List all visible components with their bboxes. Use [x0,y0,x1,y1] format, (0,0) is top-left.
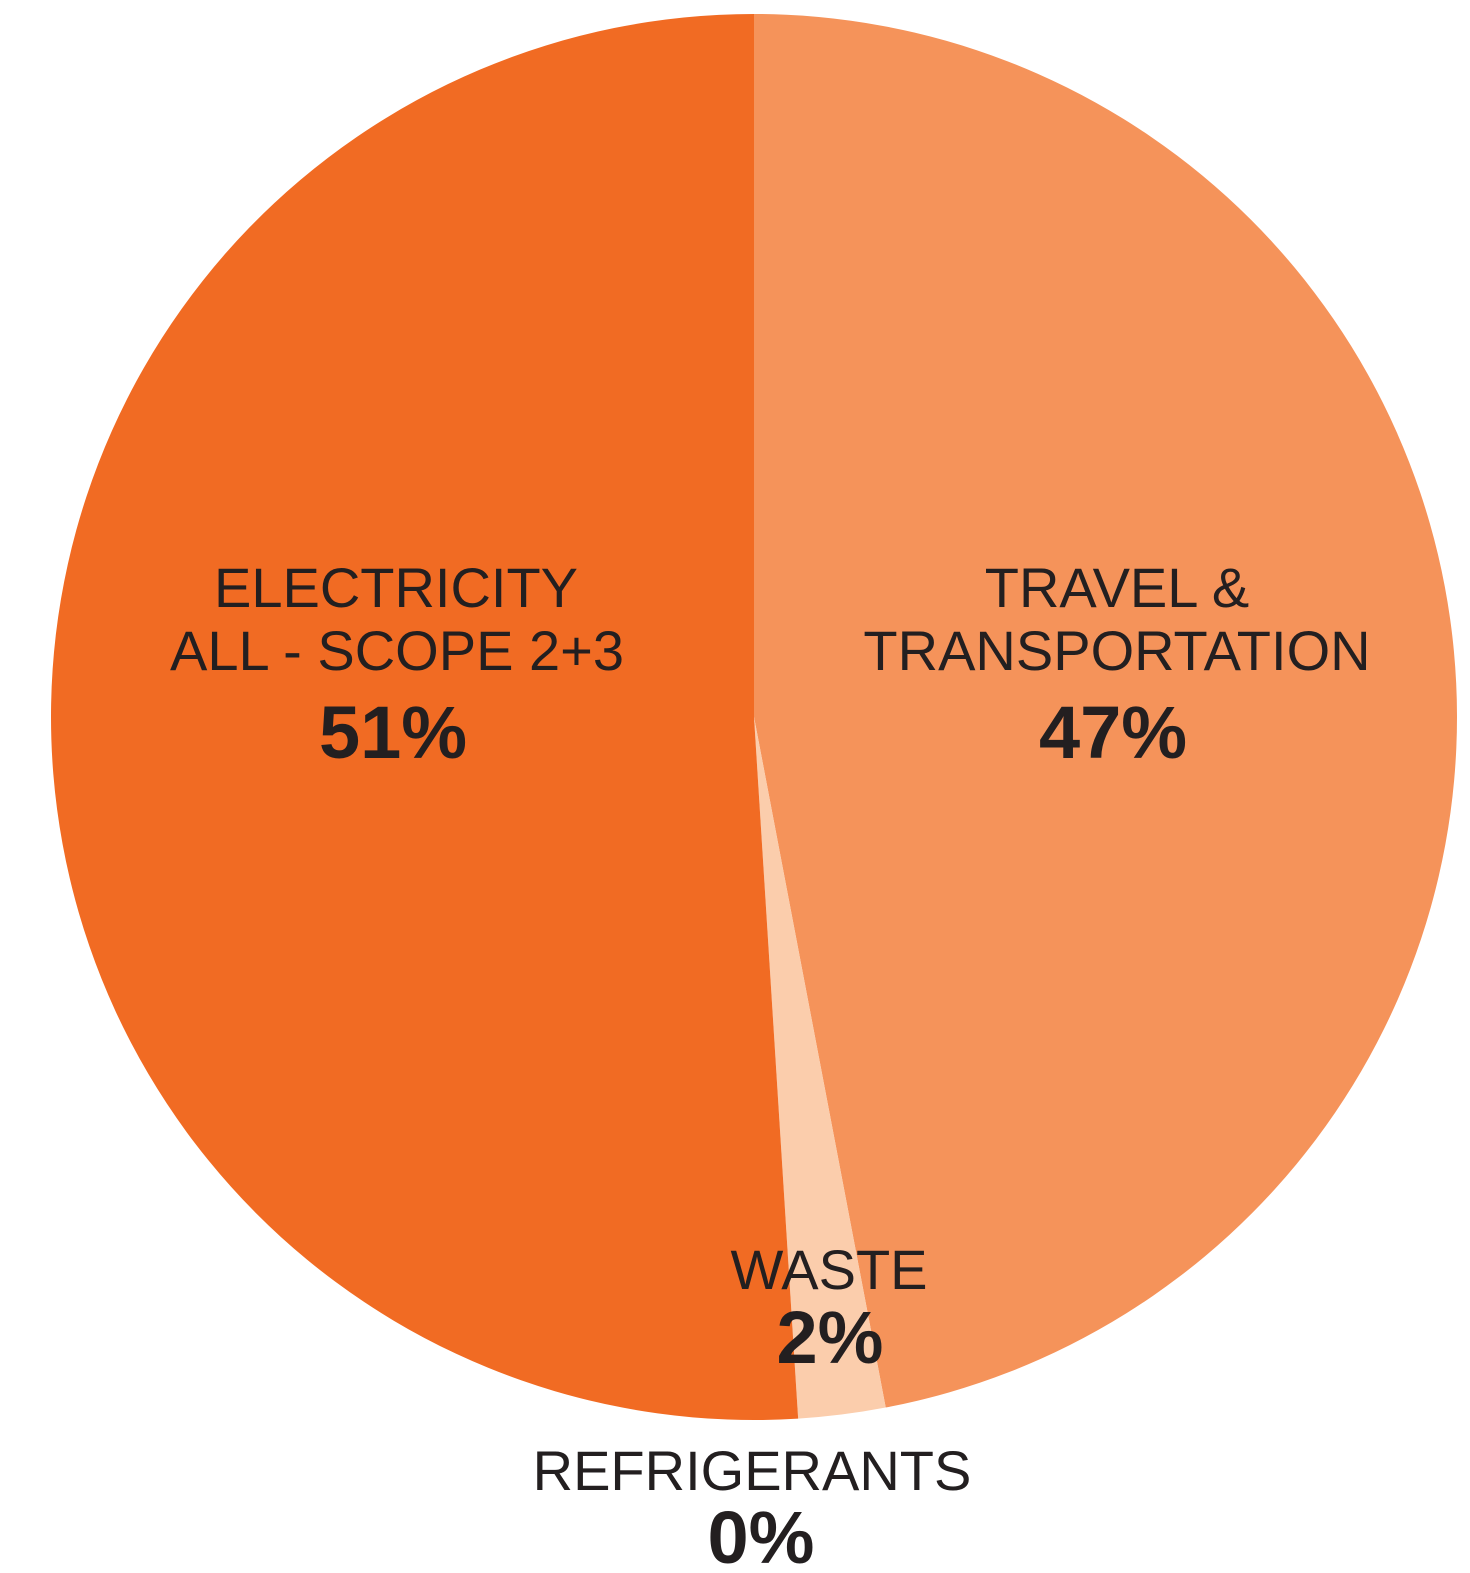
slice-label-electricity-line-2: ALL - SCOPE 2+3 [170,619,624,682]
pie-slice-waste [754,717,886,1419]
slice-label-waste: WASTE [730,1238,927,1301]
slice-label-electricity-line-1: ELECTRICITY [214,556,578,619]
slice-label-travel-line-1: TRAVEL & [985,556,1250,619]
slice-value-electricity: 51% [319,691,467,774]
slice-label-travel-line-2: TRANSPORTATION [863,619,1370,682]
pie-slice-electricity [51,14,799,1420]
pie-slice-travel [754,14,1458,1408]
slice-value-waste: 2% [777,1296,884,1379]
slice-label-refrigerants: REFRIGERANTS [533,1439,972,1502]
pie-slices [51,14,1458,1420]
slice-value-travel: 47% [1039,691,1187,774]
slice-value-refrigerants: 0% [708,1496,815,1573]
